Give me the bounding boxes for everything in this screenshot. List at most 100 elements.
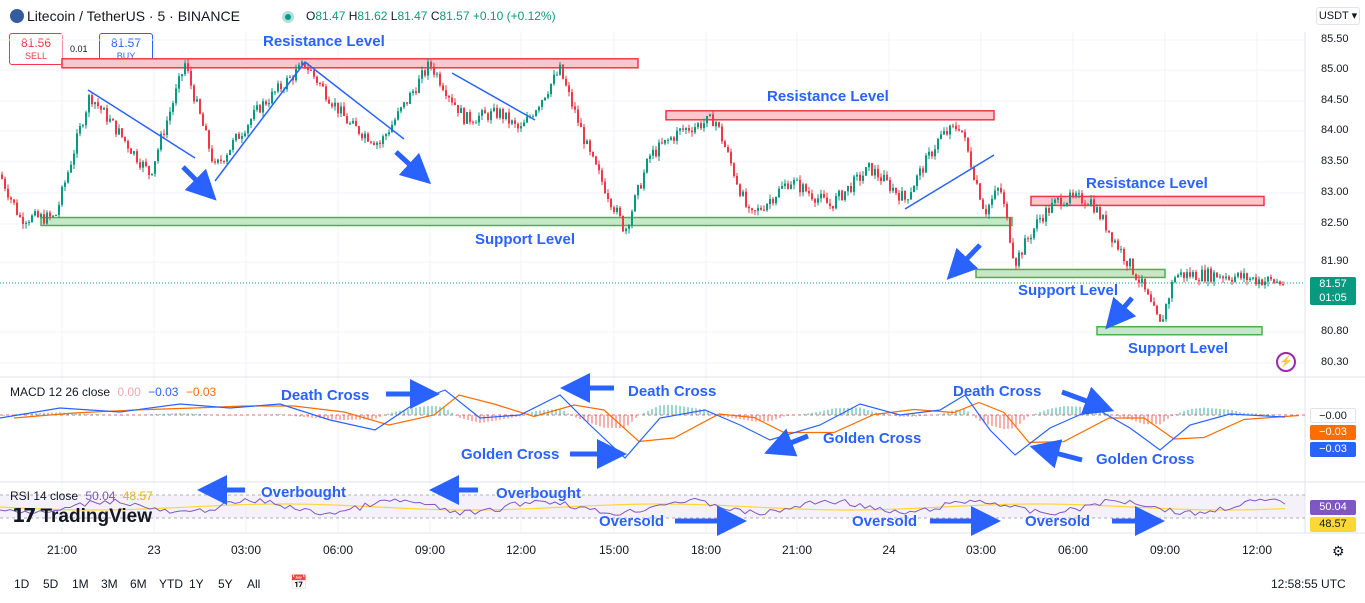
candle-body <box>547 94 549 98</box>
candle-body <box>616 207 618 213</box>
candle-body <box>1180 272 1182 275</box>
candle-body <box>43 214 45 224</box>
candle-body <box>379 142 381 144</box>
candle-body <box>844 191 846 201</box>
candle-body <box>982 199 984 209</box>
candle-body <box>298 64 300 70</box>
candle-body <box>1168 298 1170 305</box>
candle-body <box>841 190 843 201</box>
candle-body <box>232 140 234 150</box>
timeframe-all[interactable]: All <box>247 577 261 591</box>
candle-body <box>79 126 81 134</box>
candle-body <box>70 164 72 173</box>
litecoin-icon <box>10 9 24 23</box>
candle-body <box>355 120 357 127</box>
candle-body <box>817 198 819 203</box>
candle-body <box>931 151 933 157</box>
candle-body <box>331 103 333 107</box>
candle-body <box>631 211 633 226</box>
candle-body <box>304 61 306 68</box>
candle-body <box>661 142 663 144</box>
candle-body <box>1276 281 1278 283</box>
timeframe-5d[interactable]: 5D <box>43 577 59 591</box>
death-cross-label: Death Cross <box>628 383 717 400</box>
candle-body <box>553 74 555 84</box>
resistance-label: Resistance Level <box>767 88 889 105</box>
timeframe-5y[interactable]: 5Y <box>218 577 233 591</box>
candle-body <box>589 140 591 152</box>
timeframe-1m[interactable]: 1M <box>72 577 89 591</box>
calendar-icon[interactable]: 📅 <box>290 574 308 590</box>
rsi-ma-tag: 48.57 <box>1310 517 1356 532</box>
candle-body <box>784 183 786 187</box>
settings-gear-icon[interactable]: ⚙ <box>1332 543 1345 559</box>
candle-body <box>1078 193 1080 195</box>
time-tick: 12:00 <box>1241 543 1273 557</box>
candle-body <box>487 113 489 120</box>
candle-body <box>583 127 585 144</box>
candle-body <box>1057 197 1059 200</box>
candle-body <box>940 134 942 139</box>
candle-body <box>763 209 765 211</box>
candle-body <box>91 95 93 105</box>
candle-body <box>223 161 225 163</box>
candle-body <box>1093 199 1095 213</box>
candle-body <box>7 188 9 198</box>
chart-header: Litecoin / TetherUS · 5 · BINANCE O81.47… <box>0 0 1365 32</box>
candle-body <box>877 168 879 178</box>
candle-body <box>1054 199 1056 203</box>
candle-body <box>1159 314 1161 322</box>
candle-body <box>514 120 516 124</box>
candle-body <box>106 107 108 122</box>
candle-body <box>1144 278 1146 290</box>
currency-selector[interactable]: USDT ▾ <box>1316 7 1360 25</box>
candle-body <box>367 133 369 142</box>
candle-body <box>511 120 513 124</box>
candle-body <box>1051 202 1053 213</box>
timeframe-1d[interactable]: 1D <box>14 577 30 591</box>
oversold-label: Oversold <box>599 513 665 530</box>
candle-body <box>127 140 129 149</box>
candle-body <box>682 128 684 130</box>
timeframe-6m[interactable]: 6M <box>130 577 147 591</box>
candle-body <box>829 203 831 206</box>
candle-body <box>16 202 18 215</box>
candle-body <box>1156 305 1158 315</box>
candle-body <box>685 128 687 130</box>
candle-body <box>373 142 375 145</box>
death-cross-label: Death Cross <box>953 383 1042 400</box>
golden-cross-label: Golden Cross <box>823 430 922 447</box>
macd-legend[interactable]: MACD 12 26 close 0.00 −0.03 −0.03 <box>10 385 217 399</box>
trendline <box>451 72 536 121</box>
rsi-ma-line <box>0 503 1286 511</box>
timeframe-ytd[interactable]: YTD <box>159 577 183 591</box>
candle-body <box>19 214 21 217</box>
candle-body <box>1015 258 1017 266</box>
price-tick: 85.00 <box>1321 63 1349 75</box>
candle-body <box>361 133 363 139</box>
candle-body <box>613 207 615 213</box>
candle-body <box>733 163 735 177</box>
lightning-icon[interactable]: ⚡ <box>1276 352 1296 372</box>
macd-line <box>0 389 1286 459</box>
candle-body <box>865 167 867 176</box>
candle-body <box>1147 289 1149 295</box>
timeframe-3m[interactable]: 3M <box>101 577 118 591</box>
candle-body <box>1012 242 1014 259</box>
rsi-legend[interactable]: RSI 14 close 50.04 48.57 <box>10 489 153 503</box>
candle-body <box>451 97 453 103</box>
candle-body <box>1246 273 1248 281</box>
time-tick: 03:00 <box>965 543 997 557</box>
candle-body <box>1033 228 1035 238</box>
timeframe-1y[interactable]: 1Y <box>189 577 204 591</box>
candle-body <box>1135 274 1137 280</box>
candle-body <box>316 76 318 83</box>
symbol-title[interactable]: Litecoin / TetherUS · 5 · BINANCE <box>10 8 240 24</box>
candle-body <box>25 222 27 224</box>
overbought-label: Overbought <box>496 485 581 502</box>
candle-body <box>1117 240 1119 250</box>
candle-body <box>958 129 960 131</box>
macd-signal-line <box>13 394 1300 444</box>
candle-body <box>391 124 393 133</box>
